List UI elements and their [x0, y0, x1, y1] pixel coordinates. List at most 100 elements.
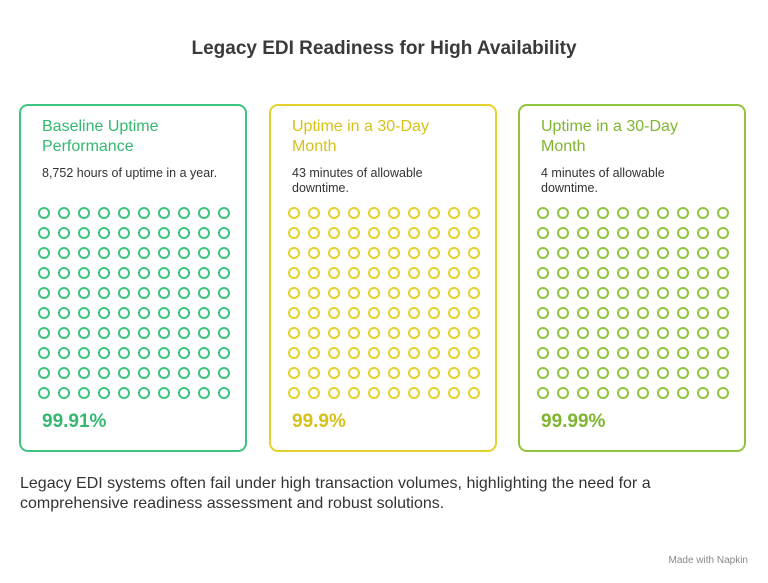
dot [288, 387, 300, 399]
dot [38, 247, 50, 259]
dot [577, 387, 589, 399]
dot [308, 327, 320, 339]
dot [408, 227, 420, 239]
dot [717, 307, 729, 319]
dot [717, 347, 729, 359]
dot [577, 307, 589, 319]
dot [158, 327, 170, 339]
dot [537, 367, 549, 379]
dot [138, 247, 150, 259]
dot [38, 287, 50, 299]
dot [408, 347, 420, 359]
footer-line: Legacy EDI systems often fail under high… [20, 475, 651, 492]
dot [408, 267, 420, 279]
dot [697, 307, 709, 319]
dot [388, 367, 400, 379]
dot [657, 327, 669, 339]
dot [468, 287, 480, 299]
card-title: Uptime in a 30-Day Month [292, 117, 429, 157]
dot [577, 247, 589, 259]
dot [388, 347, 400, 359]
dot [58, 247, 70, 259]
dot [617, 327, 629, 339]
dot [78, 367, 90, 379]
dot [218, 287, 230, 299]
card-description-line: 8,752 hours of uptime in a year. [42, 166, 218, 180]
dot [597, 207, 609, 219]
dot [448, 287, 460, 299]
dot [308, 227, 320, 239]
dot [308, 307, 320, 319]
dot [78, 387, 90, 399]
dot [118, 347, 130, 359]
dot [557, 227, 569, 239]
dot [677, 267, 689, 279]
dot [428, 387, 440, 399]
card-title-line: Month [292, 138, 337, 155]
dot [677, 347, 689, 359]
dot [677, 307, 689, 319]
card-title-line: Uptime in a 30-Day [292, 118, 429, 135]
dot [328, 207, 340, 219]
dot [597, 387, 609, 399]
dot [348, 307, 360, 319]
dot [597, 227, 609, 239]
dot [58, 387, 70, 399]
dot [138, 267, 150, 279]
dot [218, 387, 230, 399]
dot [557, 267, 569, 279]
dot [428, 267, 440, 279]
dot [58, 347, 70, 359]
dot [468, 207, 480, 219]
dot [368, 267, 380, 279]
dot [597, 247, 609, 259]
dot [78, 307, 90, 319]
dot [617, 347, 629, 359]
dot [288, 327, 300, 339]
dot [38, 267, 50, 279]
dot [557, 347, 569, 359]
dot [617, 207, 629, 219]
dot [468, 267, 480, 279]
dot [617, 367, 629, 379]
dot [178, 347, 190, 359]
dot [657, 227, 669, 239]
dot [98, 247, 110, 259]
dot [617, 307, 629, 319]
watermark: Made with Napkin [668, 555, 748, 566]
dot [178, 367, 190, 379]
dot [697, 347, 709, 359]
dot [657, 267, 669, 279]
dot [38, 387, 50, 399]
dot [697, 227, 709, 239]
dot [158, 387, 170, 399]
dot [38, 367, 50, 379]
card-description: 4 minutes of allowable downtime. [541, 166, 665, 196]
dot [178, 327, 190, 339]
dot [468, 347, 480, 359]
dot [388, 247, 400, 259]
dot [198, 267, 210, 279]
dot [368, 287, 380, 299]
dot [118, 227, 130, 239]
dot [328, 287, 340, 299]
dot [408, 307, 420, 319]
dot [118, 287, 130, 299]
dot [198, 367, 210, 379]
dot [637, 207, 649, 219]
dot [118, 307, 130, 319]
dot [597, 307, 609, 319]
dot [717, 207, 729, 219]
dot [677, 247, 689, 259]
dot [138, 367, 150, 379]
dot [448, 367, 460, 379]
dot [408, 287, 420, 299]
card-title-line: Baseline Uptime [42, 118, 159, 135]
dot [308, 207, 320, 219]
dot [178, 287, 190, 299]
dot [218, 247, 230, 259]
dot [448, 207, 460, 219]
dot [537, 287, 549, 299]
dot [288, 247, 300, 259]
dot [428, 327, 440, 339]
